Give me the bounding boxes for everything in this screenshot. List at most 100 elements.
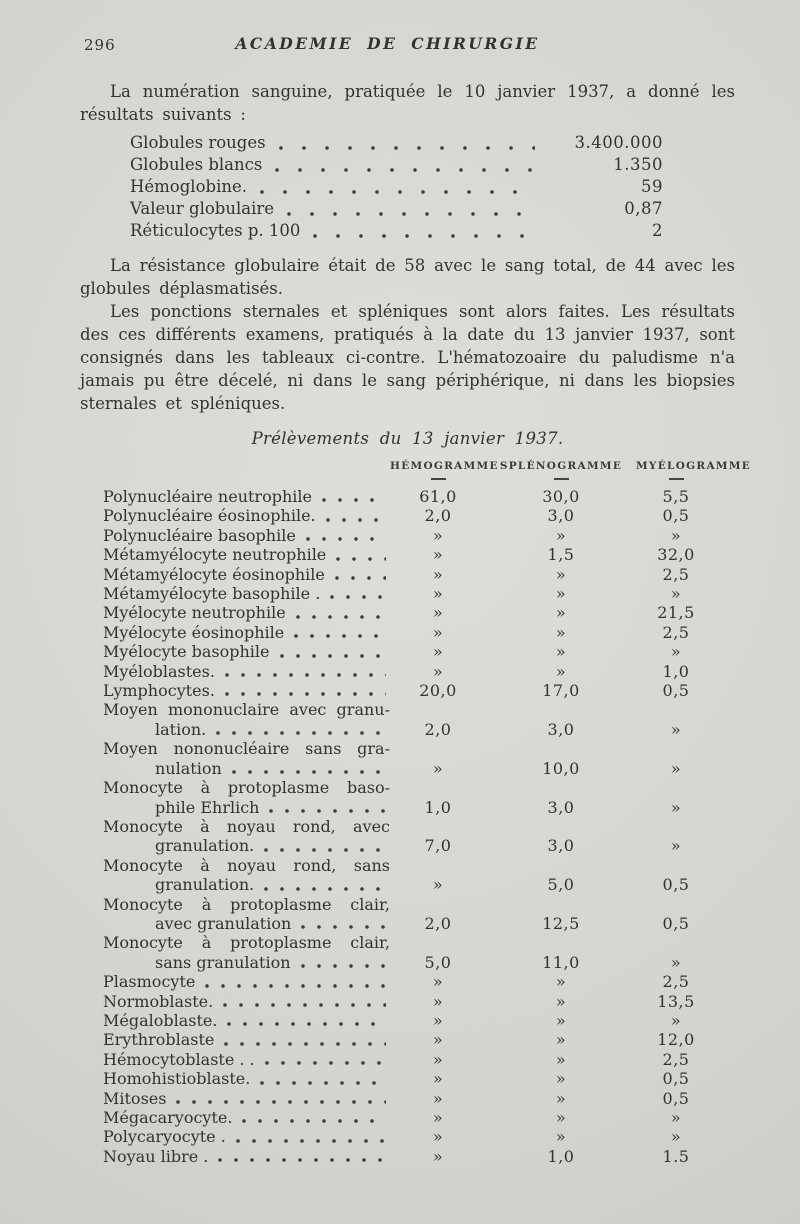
row-label: Polycaryocyte . (103, 1127, 390, 1146)
table-row: Métamyélocyte basophile . » » » (103, 584, 735, 603)
dotted-leader (259, 1071, 386, 1087)
row-label-continuation: granulation. (155, 836, 255, 856)
cell-value: » (555, 564, 567, 584)
cell-value: 11,0 (542, 952, 580, 972)
cell-value: 2,0 (424, 719, 452, 739)
row-label-text: Lymphocytes. (103, 681, 215, 701)
cell-value: » (670, 797, 682, 817)
cell-value: » (555, 991, 567, 1011)
row-label-line: Plasmocyte (103, 972, 390, 991)
row-label: Hémocytoblaste . . (103, 1050, 390, 1069)
row-label-line: Métamyélocyte neutrophile (103, 545, 390, 564)
cell-value: 2,5 (662, 972, 690, 992)
cell-value: » (555, 1108, 567, 1127)
cell-value: » (555, 642, 567, 662)
row-label-line1: Monocyte à noyau rond, avec (103, 816, 390, 836)
cell-value: » (670, 525, 682, 545)
dash-rule (553, 478, 569, 480)
row-label-line: Myélocyte basophile (103, 642, 390, 661)
cell-value: » (432, 1088, 444, 1108)
row-label-line: Polynucléaire basophile (103, 526, 390, 545)
column-header-3: MYÉLOGRAMME (636, 460, 752, 472)
row-label-line: Myélocyte neutrophile (103, 603, 390, 622)
row-label: Plasmocyte (103, 972, 390, 991)
dotted-leader (320, 489, 386, 505)
cell-value: » (670, 836, 682, 856)
blood-count-label: Réticulocytes p. 100 (130, 221, 301, 240)
dotted-leader (241, 1110, 386, 1126)
blood-count-row: Globules blancs 1.350 (130, 155, 663, 177)
dotted-leader (333, 567, 386, 583)
row-label-line1: Monocyte à protoplasme baso- (103, 778, 390, 798)
dotted-leader (294, 605, 386, 621)
dotted-leader (277, 137, 535, 152)
blood-count-label: Globules rouges (130, 133, 266, 152)
row-label-line: Lymphocytes. (103, 681, 390, 700)
table-row: Métamyélocyte neutrophile » 1,5 32,0 (103, 545, 735, 564)
cell-value: » (432, 1030, 444, 1050)
cell-value: » (432, 622, 444, 642)
cell-value: » (432, 525, 444, 545)
row-label-text: Mégaloblaste. (103, 1010, 218, 1030)
table-row: Myélocyte neutrophile » » 21,5 (103, 603, 735, 622)
row-label-line2: avec granulation (103, 914, 390, 933)
cell-value: » (432, 991, 444, 1011)
cell-value: 3,0 (547, 836, 575, 856)
row-label-line1: Moyen mononuclaire avec granu- (103, 700, 390, 720)
row-label: Monocyte à noyau rond, avec granulation. (103, 817, 390, 856)
table-row: Polynucléaire neutrophile 61,0 30,0 5,5 (103, 487, 735, 506)
dotted-leader (234, 1129, 386, 1145)
row-label-continuation: sans granulation (155, 952, 291, 972)
table-row: Monocyte à noyau rond, sans granulation. »… (103, 856, 735, 895)
row-label-line: Polynucléaire neutrophile (103, 487, 390, 506)
row-label: Monocyte à protoplasme baso-phile Ehrlic… (103, 778, 390, 817)
cell-value: 7,0 (424, 836, 452, 856)
cell-value: » (670, 1010, 682, 1030)
row-label: Normoblaste. (103, 992, 390, 1011)
cell-value: 0,5 (662, 1088, 690, 1108)
page-number: 296 (84, 36, 116, 54)
blood-count-label: Hémoglobine. (130, 177, 247, 196)
row-label: Métamyélocyte neutrophile (103, 545, 390, 564)
row-label-text: Mégacaryocyte. (103, 1108, 233, 1127)
dotted-leader (274, 159, 535, 174)
cell-value: » (555, 1088, 567, 1108)
column-header-1: HÉMOGRAMME (390, 460, 499, 472)
column-header-dashes (103, 472, 735, 486)
table-row: Monocyte à protoplasme baso-phile Ehrlic… (103, 778, 735, 817)
cell-value: 1.5 (662, 1146, 690, 1166)
cell-value: » (432, 642, 444, 662)
row-label: Homohistioblaste. (103, 1069, 390, 1088)
row-label: Mégaloblaste. (103, 1011, 390, 1030)
row-label-line2: granulation. (103, 836, 390, 855)
dotted-leader (300, 916, 386, 932)
dotted-leader (293, 625, 386, 641)
row-label: Erythroblaste (103, 1030, 390, 1049)
table-row: Myéloblastes. » » 1,0 (103, 662, 735, 681)
table-body: Polynucléaire neutrophile 61,0 30,0 5,5 Poly… (103, 487, 735, 1166)
row-label-text: Myélocyte éosinophile (103, 622, 285, 642)
cell-value: 5,0 (547, 875, 575, 895)
row-label: Noyau libre . (103, 1147, 390, 1166)
row-label-line2: granulation. (103, 875, 390, 894)
cell-value: 3,0 (547, 797, 575, 817)
row-label-line: Métamyélocyte éosinophile (103, 565, 390, 584)
dotted-leader (217, 1149, 386, 1165)
table-row: Polycaryocyte . » » » (103, 1127, 735, 1146)
row-label: Lymphocytes. (103, 681, 390, 700)
table-row: Plasmocyte » » 2,5 (103, 972, 735, 991)
table-row: Métamyélocyte éosinophile » » 2,5 (103, 565, 735, 584)
table-column-headers: HÉMOGRAMME SPLÉNOGRAMME MYÉLOGRAMME (103, 460, 752, 472)
row-label-text: Myélocyte basophile (103, 642, 270, 662)
table-row: Normoblaste. » » 13,5 (103, 992, 735, 1011)
table-row: Monocyte à protoplasme clair, avec granul… (103, 895, 735, 934)
row-label-line: Myélocyte éosinophile (103, 623, 390, 642)
row-label-text: Métamyélocyte neutrophile (103, 545, 327, 565)
row-label-line1: Moyen nononucléaire sans gra- (103, 739, 390, 759)
dotted-leader (335, 547, 386, 563)
blood-count-row: Hémoglobine. 59 (130, 177, 663, 199)
row-label: Monocyte à protoplasme clair, avec granul… (103, 895, 390, 934)
row-label-text: Polynucléaire neutrophile (103, 487, 312, 506)
dotted-leader (230, 761, 386, 777)
row-label-continuation: lation. (155, 719, 207, 739)
